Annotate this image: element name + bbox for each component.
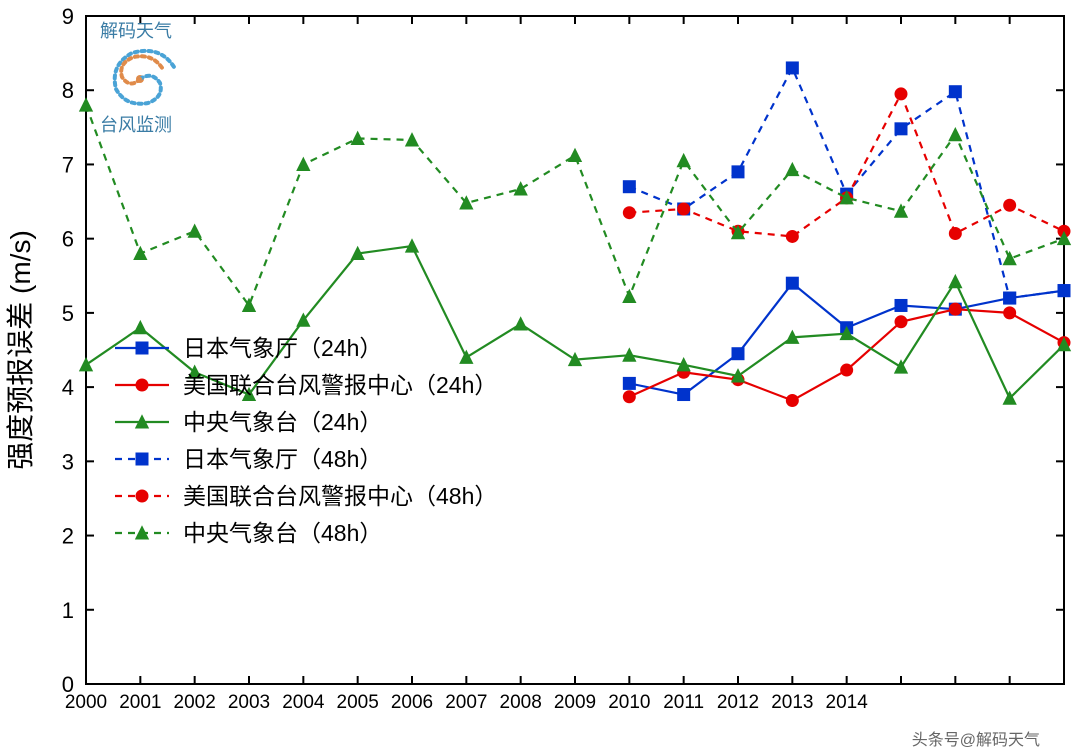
legend-item: 中央气象台（48h）: [115, 520, 382, 546]
marker-square: [895, 122, 908, 135]
xtick-label: 2007: [445, 692, 487, 713]
xtick-label: 2012: [717, 692, 759, 713]
legend-item: 中央气象台（24h）: [115, 409, 382, 435]
xtick-label: 2004: [282, 692, 325, 713]
series-line: [629, 94, 1064, 237]
xtick-label: 2006: [391, 692, 433, 713]
xtick-label: 2008: [500, 692, 542, 713]
marker-square: [136, 453, 149, 466]
marker-triangle: [133, 320, 147, 334]
legend-label: 日本气象厅（48h）: [183, 446, 382, 472]
marker-square: [786, 277, 799, 290]
legend-label: 中央气象台（48h）: [183, 520, 382, 546]
y-axis-label: 强度预报误差 (m/s): [5, 230, 36, 470]
footer-attribution: 头条号@解码天气: [912, 726, 1040, 750]
watermark-line1: 解码天气: [100, 22, 180, 42]
marker-triangle: [459, 350, 473, 364]
marker-square: [732, 347, 745, 360]
legend-label: 中央气象台（24h）: [183, 409, 382, 435]
marker-circle: [949, 303, 962, 316]
marker-triangle: [514, 316, 528, 330]
ytick-label: 9: [62, 4, 74, 29]
marker-square: [895, 299, 908, 312]
marker-triangle: [894, 359, 908, 373]
ytick-label: 2: [62, 524, 74, 549]
legend-item: 美国联合台风警报中心（24h）: [115, 372, 497, 398]
marker-circle: [949, 227, 962, 240]
ytick-label: 8: [62, 78, 74, 103]
marker-circle: [1003, 306, 1016, 319]
xtick-label: 2001: [119, 692, 161, 713]
marker-circle: [623, 390, 636, 403]
marker-circle: [895, 315, 908, 328]
legend-label: 日本气象厅（24h）: [183, 335, 382, 361]
ytick-label: 5: [62, 301, 74, 326]
ytick-label: 1: [62, 598, 74, 623]
xtick-label: 2000: [65, 692, 107, 713]
watermark-spiral-icon: [100, 44, 180, 114]
ytick-label: 3: [62, 449, 74, 474]
marker-circle: [623, 206, 636, 219]
series-line: [629, 68, 1064, 298]
legend-label: 美国联合台风警报中心（48h）: [183, 483, 497, 509]
marker-square: [677, 388, 690, 401]
marker-square: [623, 377, 636, 390]
marker-circle: [1003, 199, 1016, 212]
chart-container: 0123456789200020012002200320042005200620…: [0, 0, 1080, 754]
series-jtwc48: [623, 87, 1071, 243]
xtick-label: 2013: [771, 692, 813, 713]
marker-square: [1003, 292, 1016, 305]
marker-square: [786, 61, 799, 74]
marker-square: [136, 342, 149, 355]
marker-triangle: [405, 132, 419, 146]
xtick-label: 2009: [554, 692, 596, 713]
ytick-label: 6: [62, 227, 74, 252]
marker-triangle: [405, 238, 419, 252]
marker-triangle: [568, 148, 582, 162]
xtick-label: 2002: [174, 692, 216, 713]
marker-triangle: [79, 97, 93, 111]
marker-circle: [786, 394, 799, 407]
marker-circle: [840, 364, 853, 377]
xtick-label: 2003: [228, 692, 270, 713]
marker-triangle: [785, 162, 799, 176]
marker-circle: [786, 230, 799, 243]
legend: 日本气象厅（24h） 美国联合台风警报中心（24h） 中央气象台（24h） 日本气象厅…: [115, 335, 497, 546]
marker-triangle: [1003, 251, 1017, 265]
marker-triangle: [948, 274, 962, 288]
xtick-label: 2005: [337, 692, 379, 713]
marker-square: [623, 180, 636, 193]
marker-triangle: [677, 153, 691, 167]
marker-square: [732, 165, 745, 178]
marker-triangle: [894, 203, 908, 217]
xtick-label: 2014: [826, 692, 869, 713]
ytick-label: 7: [62, 152, 74, 177]
legend-item: 美国联合台风警报中心（48h）: [115, 483, 497, 509]
marker-triangle: [133, 246, 147, 260]
series-jma48: [623, 61, 1071, 304]
marker-circle: [136, 379, 149, 392]
marker-circle: [895, 87, 908, 100]
marker-square: [1058, 284, 1071, 297]
series-cma48: [79, 97, 1071, 312]
marker-square: [949, 85, 962, 98]
marker-triangle: [188, 223, 202, 237]
marker-triangle: [296, 157, 310, 171]
legend-label: 美国联合台风警报中心（24h）: [183, 372, 497, 398]
ytick-label: 4: [62, 375, 74, 400]
marker-triangle: [622, 289, 636, 303]
marker-triangle: [948, 127, 962, 141]
legend-item: 日本气象厅（48h）: [115, 446, 382, 472]
xtick-label: 2011: [663, 692, 704, 713]
watermark: 解码天气 台风监测: [100, 22, 180, 136]
xtick-label: 2010: [608, 692, 650, 713]
marker-circle: [136, 490, 149, 503]
marker-triangle: [79, 357, 93, 371]
marker-circle: [677, 202, 690, 215]
watermark-line2: 台风监测: [100, 116, 180, 136]
marker-triangle: [514, 181, 528, 195]
